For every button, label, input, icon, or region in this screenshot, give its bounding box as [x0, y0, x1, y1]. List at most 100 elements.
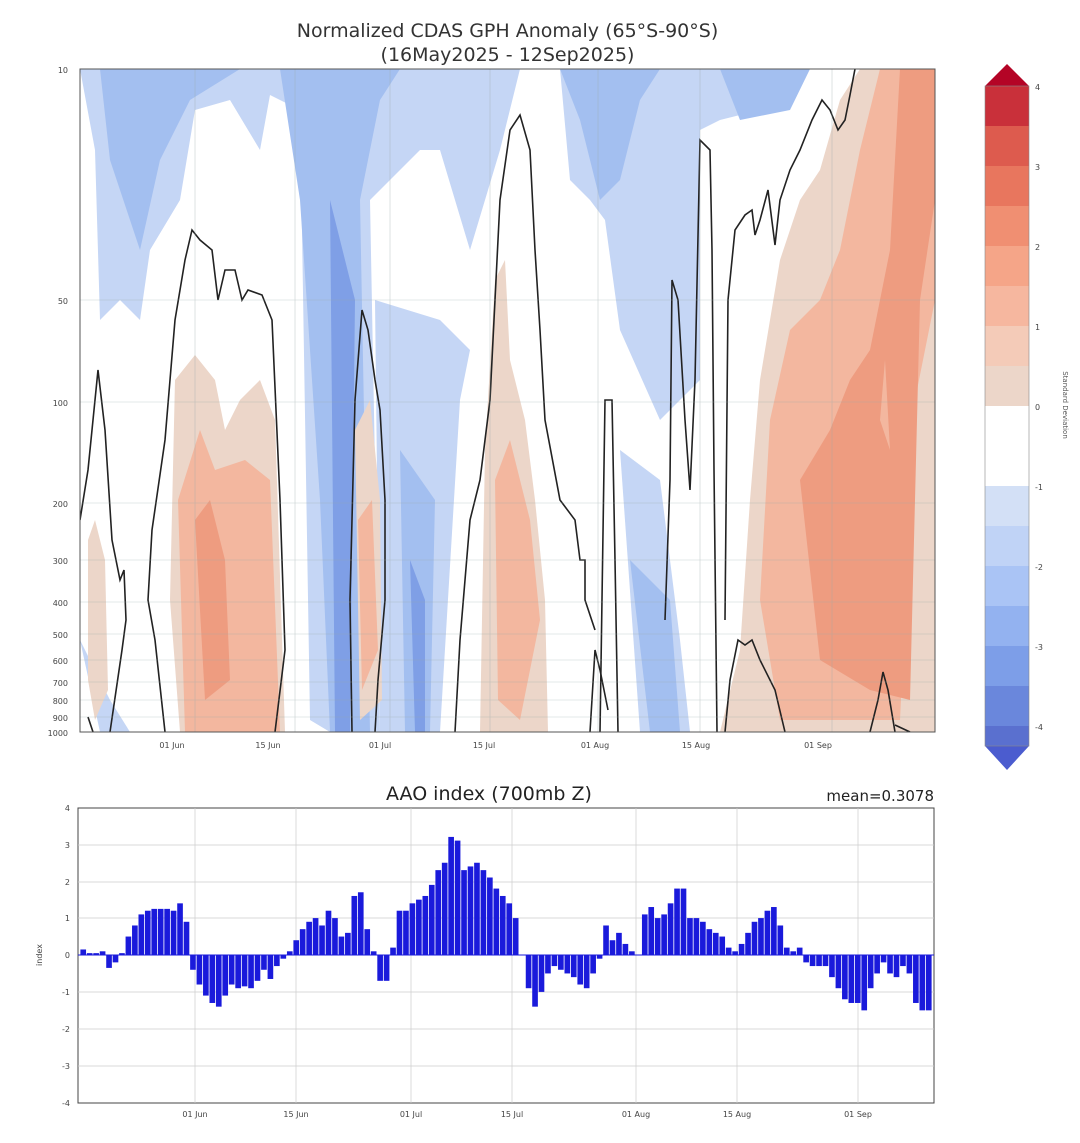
- y-tick-label: -1: [62, 988, 70, 997]
- aao-bar: [164, 908, 170, 956]
- aao-bar: [758, 918, 764, 955]
- aao-bar: [151, 908, 158, 956]
- aao-bar: [745, 932, 751, 955]
- y-tick-label: 100: [53, 399, 68, 408]
- aao-bar: [357, 892, 364, 955]
- cbar-tick: -1: [1035, 483, 1043, 492]
- aao-bar: [854, 955, 861, 1003]
- aao-bar: [648, 907, 655, 955]
- aao-bar: [261, 955, 267, 970]
- cbar-tick: 1: [1035, 323, 1040, 332]
- aao-bar: [693, 918, 700, 955]
- aao-bar: [209, 955, 216, 1003]
- x-tick-label: 15 Jun: [255, 741, 280, 750]
- aao-bar: [751, 921, 758, 955]
- bottom-y-axis: 4 3 2 1 0 -1 -2 -3 -4: [62, 804, 70, 1108]
- y-tick-label: 0: [65, 951, 70, 960]
- aao-bar: [428, 884, 435, 955]
- aao-bars: [80, 836, 932, 1011]
- cbar-tick: 0: [1035, 403, 1040, 412]
- mean-label: mean=0.3078: [826, 787, 934, 805]
- aao-bar: [144, 910, 151, 955]
- cbar-tick: 4: [1035, 83, 1040, 92]
- x-tick-label: 01 Sep: [804, 741, 832, 750]
- aao-bar: [641, 914, 648, 955]
- aao-bar: [913, 955, 919, 1003]
- aao-bar: [403, 910, 409, 955]
- aao-bar: [254, 955, 261, 981]
- cbar-tick: 3: [1035, 163, 1040, 172]
- aao-bar: [370, 951, 377, 955]
- y-tick-label: 2: [65, 878, 70, 887]
- aao-bar: [332, 918, 338, 955]
- aao-bar: [235, 955, 241, 989]
- aao-bar: [183, 921, 190, 955]
- aao-bar: [777, 925, 784, 955]
- cbar-tick: -2: [1035, 563, 1043, 572]
- aao-bar: [925, 955, 932, 1011]
- aao-bar: [461, 870, 467, 955]
- aao-bar: [771, 907, 777, 955]
- aao-bar: [738, 943, 745, 955]
- aao-bar: [538, 955, 545, 992]
- y-tick-label: 3: [65, 841, 70, 850]
- y-tick-label: -4: [62, 1099, 70, 1108]
- x-tick-label: 15 Aug: [682, 741, 710, 750]
- aao-bar: [577, 955, 584, 985]
- x-tick-label: 01 Aug: [622, 1110, 650, 1119]
- aao-bar: [119, 953, 125, 955]
- x-tick-label: 01 Jun: [159, 741, 184, 750]
- aao-bar: [822, 955, 829, 967]
- y-tick-label: 700: [53, 679, 68, 688]
- aao-bar: [680, 888, 687, 955]
- aao-bar: [299, 929, 306, 955]
- y-tick-label: 10: [58, 66, 68, 75]
- aao-bar: [900, 955, 906, 967]
- aao-bar: [448, 836, 454, 955]
- aao-bar: [532, 955, 538, 1007]
- top-y-axis: 10 50 100 200 300 400 500 600 700 800 90…: [48, 66, 68, 738]
- aao-bar: [454, 840, 461, 955]
- aao-bar: [906, 955, 913, 974]
- y-tick-label: 50: [58, 297, 68, 306]
- aao-bar: [596, 955, 603, 959]
- aao-bar: [487, 877, 493, 955]
- aao-bar: [687, 918, 693, 955]
- aao-bar: [725, 947, 732, 955]
- cbar-tick: -4: [1035, 723, 1043, 732]
- aao-bar: [816, 955, 822, 967]
- aao-bar: [867, 955, 874, 989]
- y-tick-label: 800: [53, 697, 68, 706]
- aao-bar: [396, 910, 403, 955]
- aao-bar: [80, 949, 87, 955]
- x-tick-label: 01 Jun: [182, 1110, 207, 1119]
- aao-bar: [499, 895, 506, 955]
- aao-bar: [280, 955, 287, 959]
- aao-bar: [809, 955, 816, 967]
- aao-bar: [480, 870, 487, 955]
- aao-bar: [170, 910, 177, 955]
- aao-bar: [132, 925, 138, 955]
- aao-bar: [267, 955, 274, 979]
- aao-bar: [190, 955, 196, 970]
- aao-bar: [422, 895, 429, 955]
- y-tick-label: 400: [53, 599, 68, 608]
- aao-bar: [629, 951, 635, 955]
- aao-bar: [667, 903, 674, 955]
- x-tick-label: 01 Sep: [844, 1110, 872, 1119]
- y-tick-label: 1: [65, 914, 70, 923]
- aao-bar: [835, 955, 842, 989]
- y-tick-label: 600: [53, 657, 68, 666]
- aao-bar: [106, 955, 112, 968]
- x-tick-label: 01 Aug: [581, 741, 609, 750]
- aao-bar: [719, 936, 726, 955]
- aao-bar: [887, 955, 893, 974]
- bottom-x-axis: 01 Jun 15 Jun 01 Jul 15 Jul 01 Aug 15 Au…: [182, 1110, 872, 1119]
- aao-bar: [286, 951, 293, 955]
- y-tick-label: 300: [53, 557, 68, 566]
- aao-bar: [312, 918, 319, 955]
- aao-bar: [196, 955, 203, 985]
- aao-bar: [441, 862, 448, 955]
- aao-index-bar-chart: 4 3 2 1 0 -1 -2 -3 -4 index 01 Jun 15 Ju…: [35, 804, 935, 1119]
- aao-bar: [829, 955, 835, 978]
